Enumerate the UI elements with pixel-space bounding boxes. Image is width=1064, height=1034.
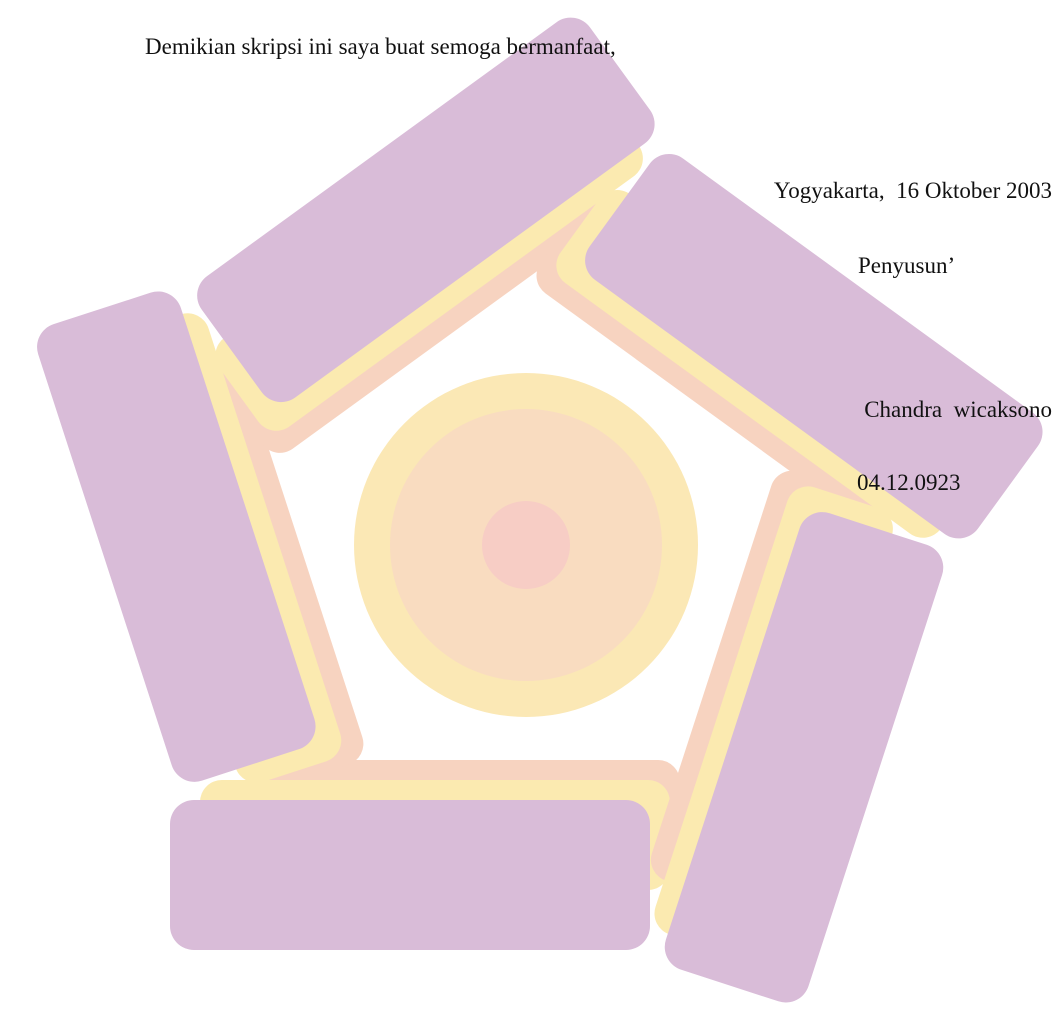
author-name: Chandra wicaksono [864, 398, 1052, 421]
page: Demikian skripsi ini saya buat semoga be… [0, 0, 1064, 1034]
logo-arm-part [170, 800, 650, 950]
logo-inner-circle [482, 501, 570, 589]
logo-arm [170, 760, 680, 950]
student-id: 04.12.0923 [857, 471, 961, 494]
watermark-logo [0, 0, 1064, 1034]
role: Penyusun’ [858, 254, 955, 277]
place-date: Yogyakarta, 16 Oktober 2003 [774, 179, 1052, 202]
closing-sentence: Demikian skripsi ini saya buat semoga be… [145, 35, 616, 58]
